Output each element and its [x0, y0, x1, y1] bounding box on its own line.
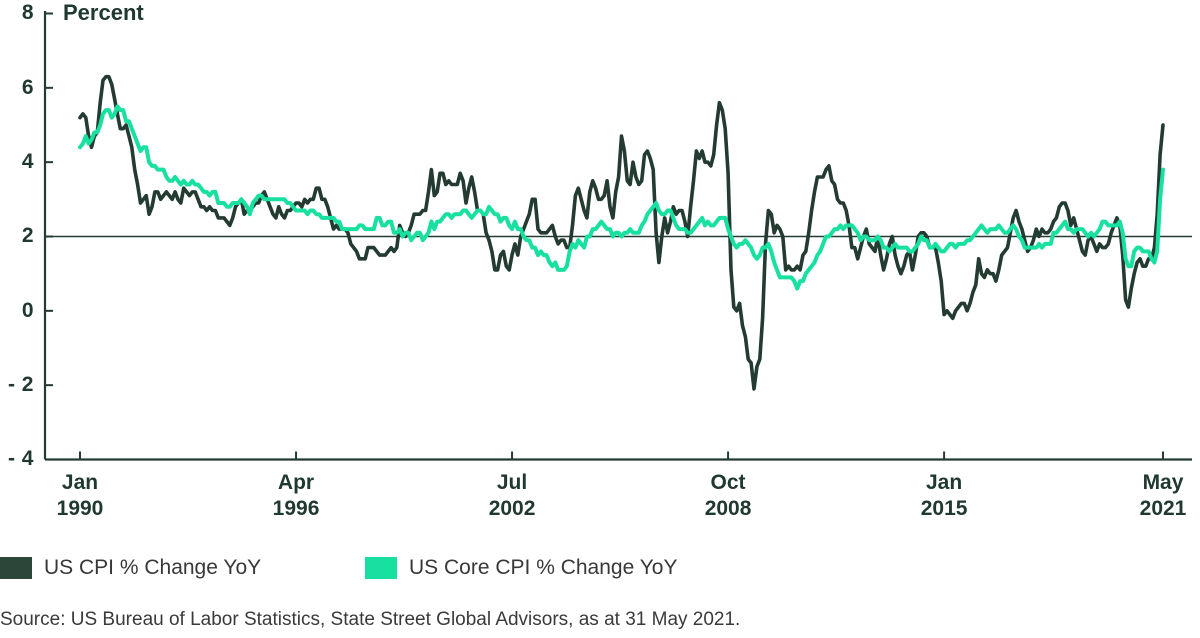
x-tick-label-oct-2008: Oct 2008 [680, 470, 776, 522]
x-tick-label-apr-1996: Apr 1996 [248, 470, 344, 522]
x-tick-year: 1990 [56, 497, 104, 520]
x-tick-month: Oct [710, 471, 746, 494]
y-axis-unit-label: Percent [63, 0, 144, 25]
y-tick-label-0: 0 [21, 299, 34, 322]
x-tick-month: Apr [277, 471, 315, 494]
y-tick-label-2: 2 [21, 224, 34, 247]
x-tick-year: 2015 [920, 497, 968, 520]
x-tick-year: 2002 [488, 497, 536, 520]
us-core-cpi-legend-label: US Core CPI % Change YoY [409, 556, 678, 579]
x-tick-label-may-2021: May 2021 [1115, 470, 1200, 522]
us-cpi-legend-label: US CPI % Change YoY [44, 556, 262, 579]
y-tick-label-neg2: - 2 [7, 373, 34, 396]
legend-item-us-cpi: US CPI % Change YoY [0, 553, 340, 583]
y-tick-label-4: 4 [21, 150, 34, 173]
x-tick-year: 2008 [704, 497, 752, 520]
x-tick-month: Jan [61, 471, 99, 494]
legend: US CPI % Change YoY US Core CPI % Change… [0, 553, 1200, 583]
source-note: Source: US Bureau of Labor Statistics, S… [0, 609, 741, 630]
y-tick-label-6: 6 [21, 76, 34, 99]
y-tick-label-neg4: - 4 [7, 447, 34, 470]
x-tick-year: 1996 [272, 497, 320, 520]
us-cpi-legend-swatch [0, 557, 32, 579]
x-tick-label-jan-1990: Jan 1990 [32, 470, 128, 522]
y-tick-label-8: 8 [21, 1, 34, 24]
x-tick-month: May [1142, 471, 1184, 494]
legend-item-us-core-cpi: US Core CPI % Change YoY [365, 553, 785, 583]
cpi-line-chart [43, 11, 1192, 461]
x-tick-label-jul-2002: Jul 2002 [464, 470, 560, 522]
x-tick-label-jan-2015: Jan 2015 [896, 470, 992, 522]
x-tick-month: Jul [496, 471, 528, 494]
x-tick-month: Jan [926, 471, 963, 494]
x-tick-year: 2021 [1139, 497, 1187, 520]
us-core-cpi-legend-swatch [365, 557, 397, 579]
